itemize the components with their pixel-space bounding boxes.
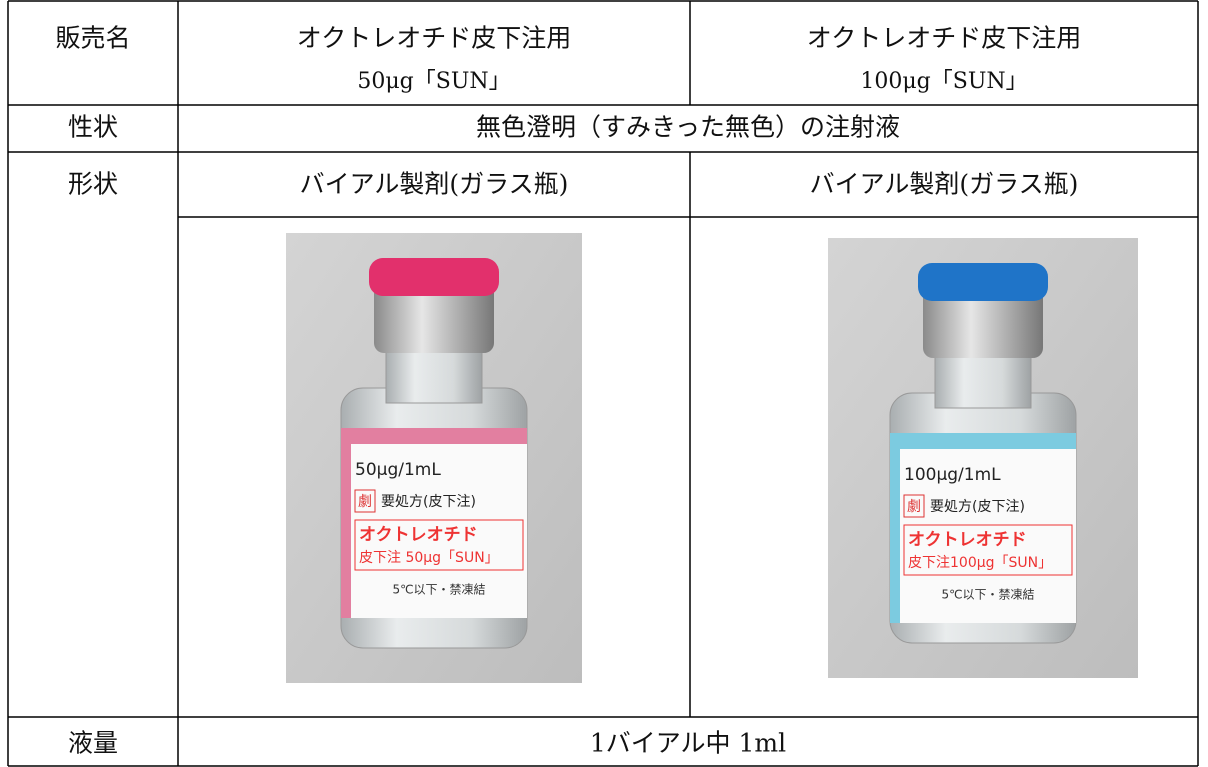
label-storage: 5℃以下・禁凍結: [392, 583, 485, 597]
cell-text: オクトレオチド皮下注用: [807, 24, 1082, 53]
label-badge: 劇: [907, 499, 921, 515]
vial-cap: [918, 263, 1048, 301]
label-badge-box: [354, 489, 376, 513]
label-strength: 50μg/1mL: [355, 460, 441, 480]
label-storage: 5℃以下・禁凍結: [941, 588, 1034, 602]
cell-text: 1バイアル中 1ml: [590, 729, 786, 758]
label-name: オクトレオチド: [908, 530, 1027, 550]
row-label: 液量: [68, 729, 118, 758]
cell-text: オクトレオチド皮下注用: [297, 24, 572, 53]
cell-text: バイアル製剤(ガラス瓶): [300, 170, 569, 199]
label-name: オクトレオチド: [359, 525, 478, 545]
label-rx: 要処方(皮下注): [381, 494, 476, 510]
row-label: 形状: [68, 170, 118, 199]
label-stripe: [890, 433, 900, 623]
cell-text: 無色澄明（すみきった無色）の注射液: [476, 113, 900, 142]
cell-text: 50μg「SUN」: [357, 69, 510, 94]
label-badge-box: [903, 494, 925, 518]
label-badge: 劇: [358, 494, 372, 510]
cell-text: バイアル製剤(ガラス瓶): [810, 170, 1079, 199]
grid: [7, 0, 1199, 767]
label-rx: 要処方(皮下注): [930, 499, 1025, 515]
vial-photo: 50μg/1mL 劇 要処方(皮下注) オクトレオチド皮下注 50μg「SUN」 5℃以…: [286, 233, 582, 683]
label-product: 皮下注 50μg「SUN」: [359, 550, 499, 566]
vial-cap: [369, 258, 499, 296]
row-label: 販売名: [55, 24, 130, 53]
vial-label: [890, 433, 1076, 623]
row-label: 性状: [68, 113, 118, 142]
label-strength: 100μg/1mL: [904, 465, 1001, 485]
label-stripe: [890, 433, 1076, 449]
label-stripe: [341, 428, 351, 618]
vial-label: [341, 428, 527, 618]
label-name-box: [354, 519, 524, 571]
vial-crimp: [923, 288, 1043, 358]
label-stripe: [341, 428, 527, 444]
label-name-box: [903, 524, 1073, 576]
label-product: 皮下注100μg「SUN」: [908, 555, 1052, 571]
cell-text: 100μg「SUN」: [860, 69, 1027, 94]
vial-crimp: [374, 283, 494, 353]
